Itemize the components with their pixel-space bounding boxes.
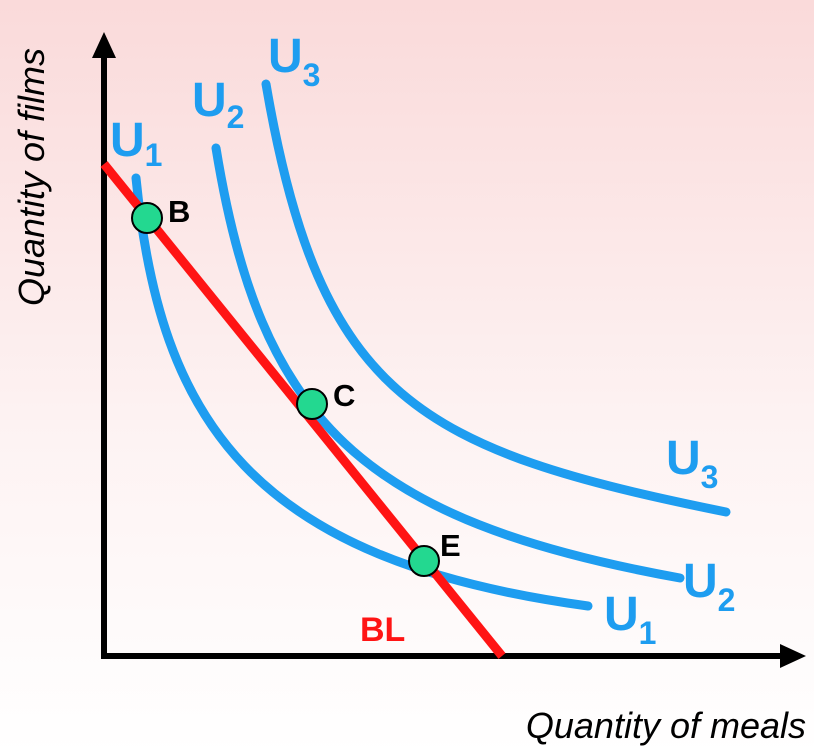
indifference-curve-u3 (261, 79, 731, 517)
point-b-marker (131, 202, 163, 234)
u2-right-sub: 2 (718, 582, 736, 618)
budget-line-label: BL (360, 611, 405, 649)
indifference-curve-u2 (211, 143, 685, 583)
u3-right-base: U (666, 432, 701, 485)
u2-top-label: U2 (192, 74, 244, 135)
u3-top-sub: 3 (303, 57, 321, 93)
u2-top-base: U (192, 74, 227, 127)
point-e-label: E (440, 528, 461, 563)
u1-top-base: U (110, 114, 145, 167)
y-axis-title: Quantity of films (11, 48, 52, 306)
u1-right-sub: 1 (639, 615, 657, 651)
u3-right-sub: 3 (701, 459, 719, 495)
u3-top-base: U (268, 30, 303, 83)
indifference-curve-u1 (131, 173, 593, 611)
point-e-marker (408, 545, 440, 577)
point-c-marker (296, 388, 328, 420)
u3-right-label: U3 (666, 432, 718, 495)
u2-right-base: U (683, 555, 718, 608)
u1-top-label: U1 (110, 114, 162, 173)
u3-top-label: U3 (268, 30, 320, 93)
u2-top-sub: 2 (227, 99, 245, 135)
point-c-label: C (333, 378, 355, 413)
point-b-label: B (168, 194, 190, 229)
y-axis-arrowhead (92, 32, 116, 58)
u1-right-label: U1 (604, 588, 656, 651)
x-axis-arrowhead (780, 644, 806, 668)
u1-top-sub: 1 (145, 137, 163, 173)
x-axis-title: Quantity of meals (526, 705, 806, 746)
u1-right-base: U (604, 588, 639, 641)
u2-right-label: U2 (683, 555, 735, 618)
